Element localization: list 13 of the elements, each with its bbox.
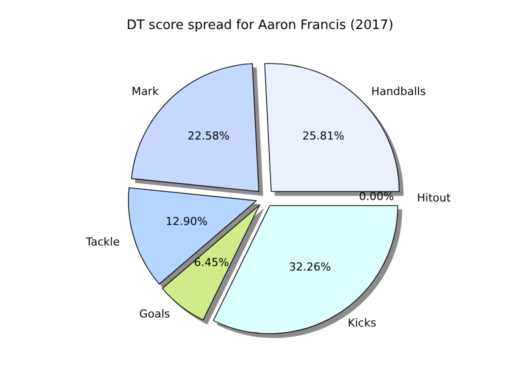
slice-label: Handballs <box>371 84 426 98</box>
data-label: 25.81% <box>302 130 344 143</box>
slice-label: Goals <box>139 308 170 321</box>
chart-title: DT score spread for Aaron Francis (2017) <box>126 18 394 33</box>
data-label: 12.90% <box>166 214 208 228</box>
text: 0.00% <box>358 190 394 203</box>
data-label: 32.26% <box>289 260 331 274</box>
data-label: 22.58% <box>188 130 230 143</box>
slice-label: Tackle <box>84 236 120 249</box>
data-label: 6.45% <box>194 256 229 269</box>
slice-label: Mark <box>132 84 160 98</box>
slice-label: Kicks <box>348 316 376 330</box>
category-label: Hitout <box>417 192 451 204</box>
